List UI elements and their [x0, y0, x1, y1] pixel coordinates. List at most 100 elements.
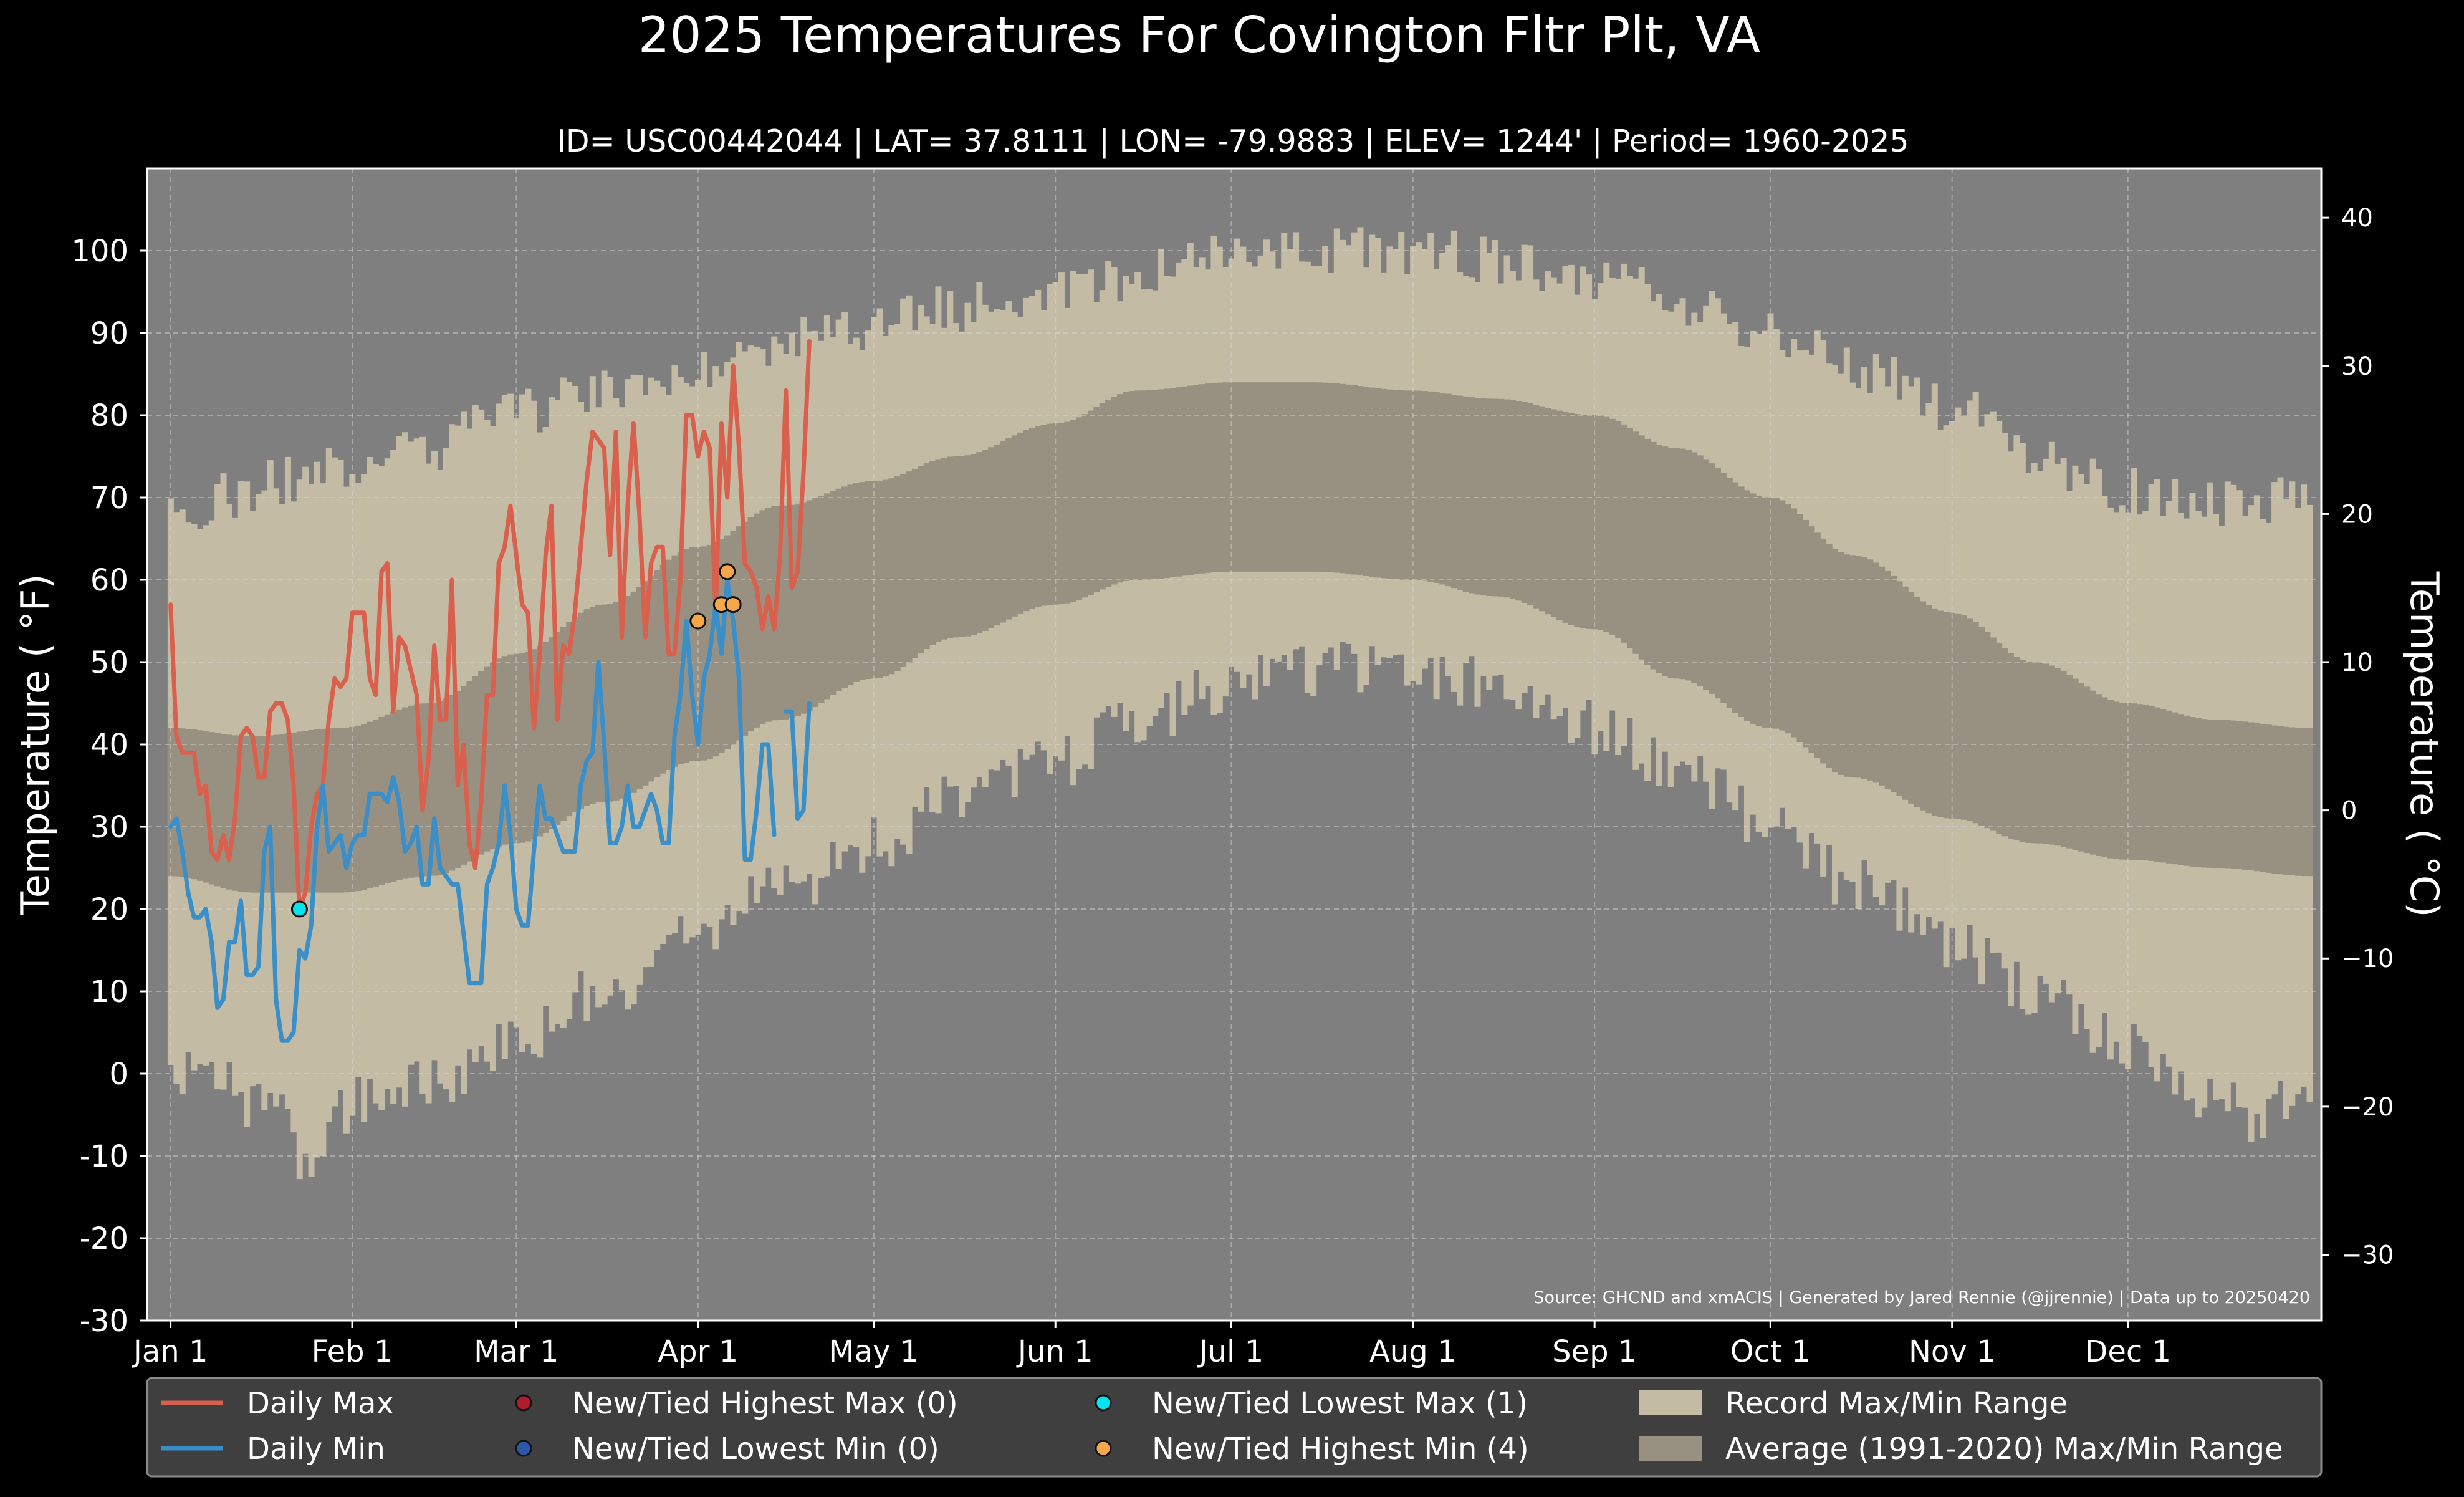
average-range-bar [607, 604, 614, 802]
average-range-bar [1228, 382, 1235, 572]
y-tick-label: 90 [90, 316, 128, 351]
average-range-bar [220, 734, 227, 888]
average-range-bar [167, 728, 174, 877]
average-range-bar [401, 707, 408, 879]
average-range-bar [1316, 382, 1323, 572]
average-range-bar [431, 703, 438, 876]
average-range-bar [1808, 526, 1815, 753]
average-range-bar [1914, 597, 1920, 807]
average-range-bar [1978, 627, 1985, 826]
average-range-bar [976, 452, 983, 633]
average-range-bar [2148, 706, 2155, 861]
chart-subtitle: ID= USC00442044 | LAT= 37.8111 | LON= -7… [557, 123, 1909, 159]
average-range-bar [2131, 703, 2137, 860]
average-range-bar [1937, 610, 1944, 817]
average-range-bar [695, 547, 702, 761]
average-range-bar [823, 493, 830, 700]
legend-label: Daily Max [247, 1386, 394, 1421]
average-range-bar [1005, 438, 1012, 620]
average-range-bar [378, 716, 385, 885]
average-range-bar [2043, 663, 2049, 844]
average-range-bar [343, 728, 350, 893]
average-range-bar [1562, 412, 1569, 623]
average-range-bar [1105, 400, 1112, 587]
y-axis-left: -30 -20 -10 0 10 20 30 40 50 60 70 80 90 100 [71, 234, 147, 1339]
average-range-bar [1099, 403, 1106, 590]
average-range-bar [747, 517, 754, 732]
average-range-bar [1369, 387, 1376, 577]
average-range-bar [1644, 438, 1651, 665]
average-range-bar [1052, 423, 1059, 605]
average-range-bar [1216, 382, 1223, 572]
average-range-bar [1855, 556, 1862, 778]
average-range-bar [1210, 383, 1217, 572]
average-range-bar [1603, 416, 1610, 632]
average-range-bar [1193, 385, 1200, 574]
average-range-bar [1462, 396, 1469, 592]
average-range-bar [2008, 653, 2015, 839]
average-range-bar [906, 471, 913, 663]
legend-swatch-dot [1095, 1394, 1112, 1412]
y-right-tick-label: 40 [2341, 204, 2373, 233]
average-range-bar [1861, 557, 1867, 779]
average-range-bar [1410, 390, 1417, 580]
average-range-bar [425, 703, 432, 877]
average-range-bar [1709, 463, 1715, 694]
average-range-bar [1093, 407, 1100, 592]
average-range-bar [2154, 707, 2161, 862]
y-tick-label: 20 [90, 892, 128, 927]
average-range-bar [1175, 387, 1182, 577]
average-range-bar [1720, 473, 1727, 703]
average-range-bar [484, 666, 491, 852]
average-range-bar [2277, 726, 2284, 875]
average-range-bar [214, 733, 221, 887]
average-range-bar [659, 564, 666, 774]
average-range-bar [2260, 724, 2266, 872]
average-range-bar [1427, 391, 1434, 582]
source-note: Source: GHCND and xmACIS | Generated by … [1533, 1288, 2310, 1307]
average-range-bar [964, 455, 971, 637]
average-range-bar [853, 483, 860, 682]
average-range-bar [847, 484, 854, 685]
average-range-bar [999, 441, 1006, 623]
average-range-bar [1381, 388, 1388, 579]
average-range-bar [1814, 532, 1821, 759]
average-range-bar [2177, 714, 2184, 865]
legend-item: Record Max/Min Range [1639, 1386, 2068, 1421]
average-range-bar [2037, 662, 2044, 844]
legend-label: New/Tied Lowest Min (0) [572, 1432, 939, 1466]
legend-swatch-patch [1639, 1390, 1702, 1415]
average-range-bar [1386, 389, 1393, 579]
average-range-bar [1328, 383, 1335, 572]
average-range-bar [1392, 390, 1399, 580]
x-tick-label: Jul 1 [1197, 1334, 1263, 1369]
average-range-bar [443, 698, 449, 874]
average-range-bar [1820, 539, 1827, 764]
average-range-bar [1597, 415, 1604, 630]
average-range-bar [2054, 668, 2061, 846]
average-range-bar [1322, 382, 1329, 572]
average-range-bar [1732, 482, 1739, 713]
average-range-bar [1474, 398, 1481, 595]
average-range-bar [613, 602, 620, 801]
average-range-bar [1674, 448, 1680, 679]
legend-swatch-dot [515, 1394, 532, 1412]
average-range-bar [742, 521, 749, 736]
average-range-bar [1240, 382, 1247, 572]
y-right-tick-label: 20 [2341, 500, 2373, 529]
average-range-bar [244, 736, 251, 893]
legend-label: Daily Min [247, 1432, 385, 1466]
x-tick-label: Apr 1 [658, 1334, 738, 1369]
average-range-bar [1116, 394, 1123, 583]
average-range-bar [1070, 420, 1076, 602]
average-range-bar [671, 555, 678, 768]
average-range-bar [1439, 393, 1446, 585]
legend-item: New/Tied Highest Max (0) [515, 1386, 958, 1421]
average-range-bar [712, 542, 719, 757]
average-range-bar [1040, 424, 1047, 606]
average-range-bar [2306, 728, 2313, 877]
average-range-bar [1773, 498, 1780, 729]
average-range-bar [1843, 554, 1850, 777]
average-range-bar [1293, 382, 1300, 572]
average-range-bar [1164, 388, 1171, 579]
